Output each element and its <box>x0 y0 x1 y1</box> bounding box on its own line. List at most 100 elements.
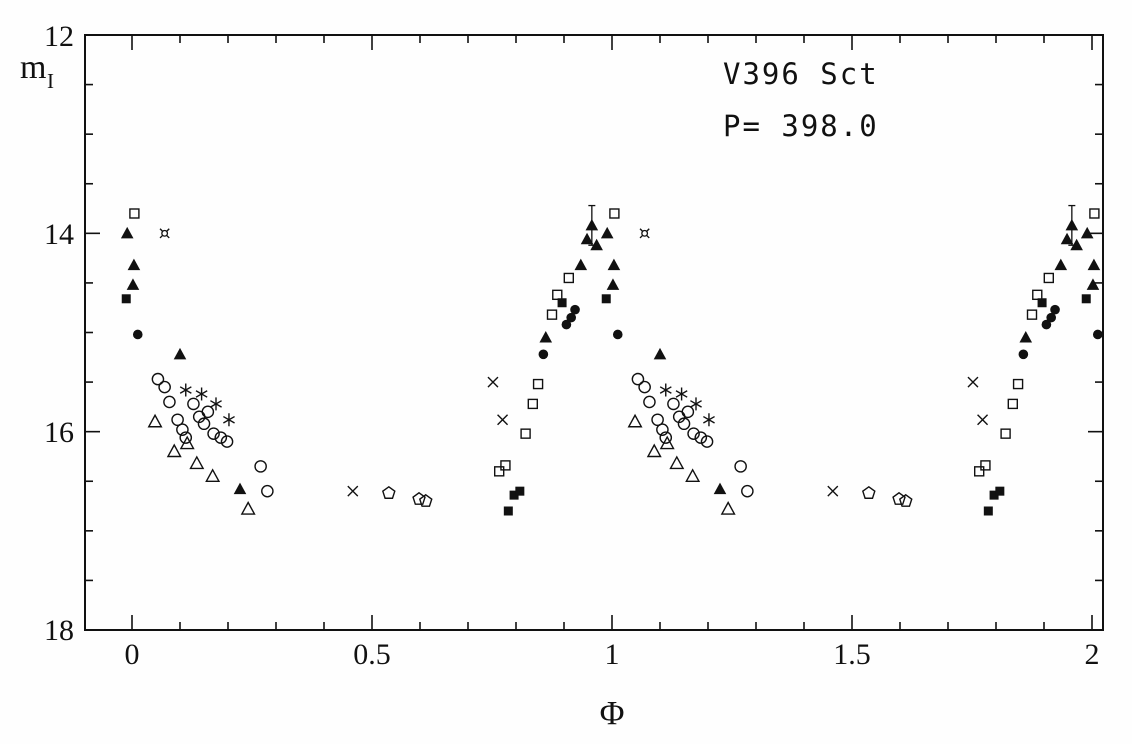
marker-filled-triangle <box>590 238 603 251</box>
marker-open-square <box>980 460 991 471</box>
marker-cross <box>487 376 499 388</box>
marker-open-square <box>532 378 544 390</box>
error-bar <box>1068 204 1076 246</box>
marker-open-triangle <box>669 455 685 470</box>
marker-filled-square <box>1037 298 1047 308</box>
x-tick-label-2: 2 <box>1085 638 1100 671</box>
marker-open-triangle <box>720 501 736 515</box>
x-tick-label-1.5: 1.5 <box>833 638 871 671</box>
marker-filled-square <box>503 506 513 516</box>
marker-asterisk <box>703 413 715 427</box>
marker-filled-triangle <box>713 482 727 495</box>
marker-asterisk <box>675 387 688 401</box>
marker-filled-circle <box>612 329 623 340</box>
marker-filled-triangle <box>173 347 187 360</box>
marker-open-pentagon <box>412 491 426 505</box>
marker-open-circle <box>163 395 176 409</box>
marker-filled-circle <box>1046 312 1056 323</box>
marker-open-square <box>494 466 505 477</box>
marker-filled-triangle <box>1070 238 1083 251</box>
marker-open-square <box>1089 208 1100 219</box>
y-tick-label-12: 12 <box>44 20 74 53</box>
marker-open-square <box>500 460 511 471</box>
marker-filled-square <box>989 490 999 500</box>
marker-filled-triangle <box>1087 258 1101 271</box>
marker-open-square <box>546 309 558 320</box>
marker-open-pentagon <box>418 493 433 507</box>
y-tick-label-16: 16 <box>44 416 74 449</box>
marker-filled-triangle <box>127 258 141 271</box>
marker-filled-square <box>983 506 993 516</box>
marker-open-circle <box>179 431 193 444</box>
marker-open-circle <box>643 395 656 409</box>
axis-ticks <box>85 34 1103 631</box>
marker-open-circle <box>158 380 171 394</box>
marker-open-square <box>520 428 531 439</box>
marker-filled-triangle <box>1054 258 1068 271</box>
marker-filled-circle <box>566 312 576 323</box>
error-bar <box>588 204 596 246</box>
marker-open-triangle <box>166 443 182 458</box>
marker-open-circle <box>207 427 220 440</box>
marker-asterisk <box>659 383 672 397</box>
marker-open-circle <box>656 423 669 436</box>
marker-open-square <box>1043 272 1055 284</box>
marker-open-triangle <box>189 455 205 470</box>
marker-open-square <box>552 289 563 301</box>
y-axis-label-subscript: I <box>47 69 54 93</box>
marker-open-circle <box>171 413 184 427</box>
marker-open-circle <box>187 397 200 411</box>
marker-open-circle <box>261 484 274 498</box>
marker-filled-square <box>601 294 611 304</box>
marker-open-circle <box>631 372 645 386</box>
plot-frame <box>84 34 1104 631</box>
marker-open-circle <box>677 417 691 431</box>
marker-filled-circle <box>1041 319 1052 330</box>
x-tick-label-0.5: 0.5 <box>353 638 391 671</box>
marker-open-circle <box>651 413 664 427</box>
marker-filled-triangle <box>1060 232 1074 245</box>
marker-filled-triangle <box>607 258 621 271</box>
marker-filled-triangle <box>233 482 247 495</box>
marker-filled-triangle <box>1086 278 1100 290</box>
marker-open-pentagon <box>381 485 396 499</box>
marker-filled-triangle <box>126 278 140 290</box>
marker-filled-circle <box>1092 329 1103 340</box>
marker-filled-square <box>995 486 1005 496</box>
x-tick-label-0: 0 <box>125 638 140 671</box>
period-annotation: P= 398.0 <box>723 109 879 143</box>
marker-asterisk <box>210 397 222 411</box>
marker-filled-triangle <box>606 278 620 290</box>
marker-open-triangle <box>646 443 662 458</box>
y-tick-label-14: 14 <box>44 218 74 251</box>
marker-open-circle <box>687 427 700 440</box>
marker-open-circle <box>254 460 267 473</box>
marker-filled-circle <box>570 304 580 315</box>
marker-filled-circle <box>561 319 572 330</box>
marker-cross <box>967 376 979 388</box>
marker-open-square <box>527 398 538 410</box>
marker-asterisk <box>690 397 702 411</box>
marker-open-circle <box>151 372 165 386</box>
marker-open-square <box>1032 289 1043 301</box>
marker-filled-triangle <box>653 347 667 360</box>
marker-cross <box>347 485 359 497</box>
marker-filled-triangle <box>539 330 553 343</box>
marker-open-square <box>1026 309 1038 320</box>
data-points <box>120 208 1103 516</box>
marker-open-square <box>1000 428 1011 439</box>
marker-open-circle <box>220 435 234 448</box>
marker-open-circle <box>681 405 695 419</box>
marker-open-square <box>974 466 985 477</box>
marker-filled-triangle <box>574 258 588 271</box>
marker-cross <box>497 414 509 426</box>
marker-open-triangle <box>205 468 221 482</box>
marker-open-pentagon <box>898 493 913 507</box>
error-bars <box>588 204 1076 246</box>
x-tick-label-1: 1 <box>605 638 620 671</box>
marker-open-pentagon <box>892 491 906 505</box>
marker-filled-square <box>515 486 525 496</box>
marker-filled-circle <box>538 349 549 360</box>
